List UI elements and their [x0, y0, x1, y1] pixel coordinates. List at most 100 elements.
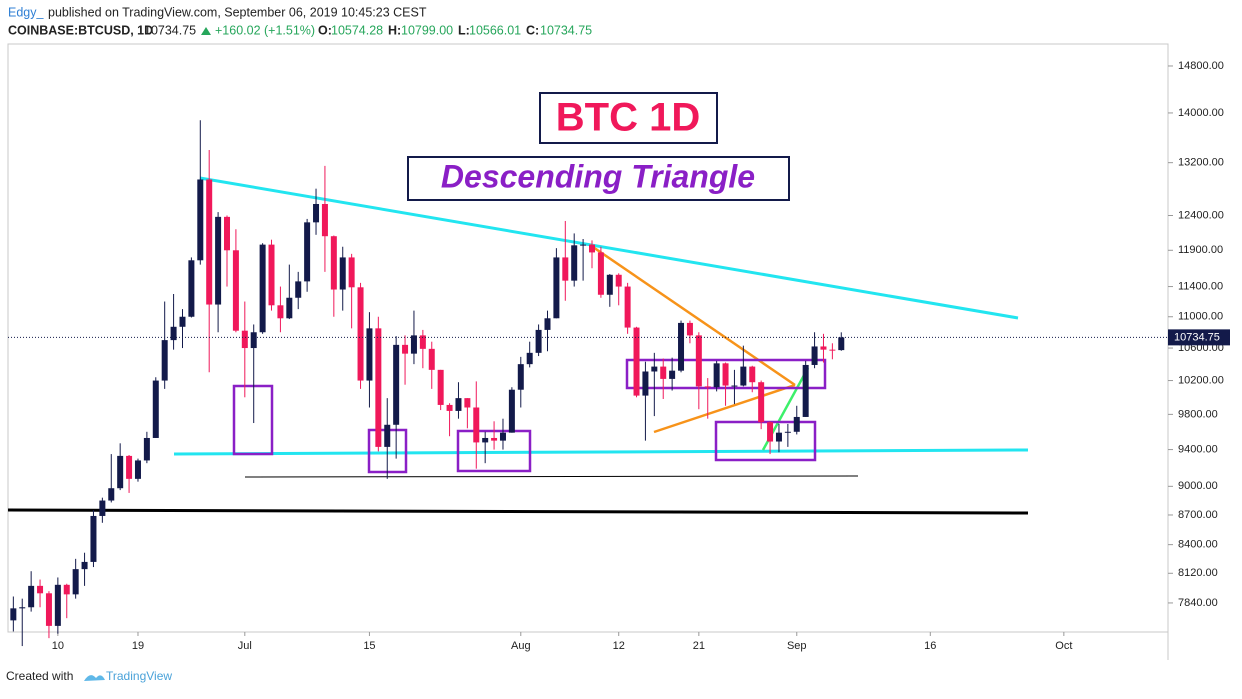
candle-body [90, 515, 97, 562]
candle-body [108, 488, 115, 501]
candle-body [669, 370, 676, 379]
o-value: 10574.28 [331, 23, 383, 37]
x-tick-label: Oct [1055, 640, 1072, 652]
candle-body [838, 337, 845, 351]
candle-body [473, 407, 480, 443]
l-value: 10566.01 [469, 23, 521, 37]
published: published on TradingView.com, September … [48, 5, 427, 19]
h-value: 10799.00 [401, 23, 453, 37]
last-price-label: 10734.75 [1174, 331, 1220, 343]
last-price: 10734.75 [144, 23, 196, 37]
candle-body [793, 416, 800, 432]
candle-body [215, 216, 222, 305]
candle-body [508, 389, 515, 433]
candle-body [206, 179, 213, 305]
candle-body [152, 380, 159, 438]
x-tick-label: Sep [787, 640, 807, 652]
candle-body [259, 244, 266, 333]
title-box [539, 92, 718, 144]
candle-body [695, 335, 702, 387]
c-label: C: [526, 23, 539, 37]
candle-body [526, 352, 533, 365]
candle-body [686, 322, 693, 336]
candle-body [535, 329, 542, 353]
candle-body [54, 584, 61, 626]
candle-body [553, 257, 560, 319]
candle-body [499, 432, 506, 441]
x-tick-label: 19 [132, 640, 144, 652]
candle-body [562, 257, 569, 281]
x-tick-label: Jul [238, 640, 252, 652]
drawings [7, 176, 1029, 515]
thin-line [244, 475, 859, 478]
candle-body [134, 460, 141, 479]
candle-body [731, 385, 738, 387]
candle-body [375, 328, 382, 447]
candle-body [597, 252, 604, 295]
candle-body [482, 437, 489, 443]
candle-body [811, 346, 818, 365]
candle-body [464, 398, 471, 408]
annotation-title: BTC 1D [556, 96, 700, 140]
candle-body [295, 281, 302, 298]
candle-body [72, 569, 79, 595]
candle-body [651, 366, 658, 372]
y-tick-label: 11400.00 [1178, 280, 1223, 292]
candle-body [615, 274, 622, 287]
candle-body [419, 335, 426, 349]
candle-body [802, 364, 809, 417]
candle-body [428, 348, 435, 370]
annotation-pattern: Descending Triangle [441, 158, 755, 194]
candle-body [357, 287, 364, 381]
candle-body [286, 297, 293, 319]
last-price-tag [1168, 329, 1230, 346]
o-label: O: [318, 23, 332, 37]
x-tick-label: 12 [613, 640, 625, 652]
candle-body [722, 363, 729, 386]
candle-body [820, 346, 827, 350]
footer-brand[interactable]: TradingView [106, 669, 172, 683]
candle-body [339, 257, 346, 290]
candle-body [749, 366, 756, 383]
h-label: H: [388, 23, 401, 37]
candle-body [410, 335, 417, 354]
candle-body [117, 455, 124, 489]
candle-body [642, 371, 649, 396]
candle-body [393, 344, 400, 425]
y-tick-label: 10200.00 [1178, 374, 1224, 386]
y-tick-label: 8120.00 [1178, 567, 1218, 579]
pattern-box [407, 156, 790, 201]
candle-body [829, 349, 836, 351]
y-tick-label: 9400.00 [1178, 443, 1218, 455]
candle-body [455, 398, 462, 411]
candle-body [277, 305, 284, 319]
candle-body [660, 366, 667, 379]
footer-created: Created with [6, 669, 73, 683]
candle-body [188, 260, 195, 317]
candle-body [366, 328, 373, 381]
y-tick-label: 14800.00 [1178, 60, 1224, 72]
candle-body [63, 584, 70, 595]
candle-body [19, 607, 26, 609]
candle-body [758, 382, 765, 423]
box [714, 420, 817, 462]
candle-body [37, 585, 44, 594]
candle-body [384, 424, 391, 447]
box [232, 384, 274, 456]
candle-body [330, 236, 337, 290]
x-tick-label: 21 [693, 640, 705, 652]
candle-body [268, 244, 275, 306]
y-tick-label: 8700.00 [1178, 509, 1218, 521]
candle-body [624, 286, 631, 328]
candle-body [740, 366, 747, 386]
candle-body [224, 216, 231, 251]
y-tick-label: 7840.00 [1178, 597, 1218, 609]
author[interactable]: Edgy_ [8, 5, 44, 19]
candle-body [348, 257, 355, 288]
y-tick-label: 11000.00 [1178, 311, 1223, 323]
up-arrow [201, 27, 211, 35]
candle-body [517, 364, 524, 390]
candle-body [81, 561, 88, 570]
candle-body [197, 179, 204, 261]
